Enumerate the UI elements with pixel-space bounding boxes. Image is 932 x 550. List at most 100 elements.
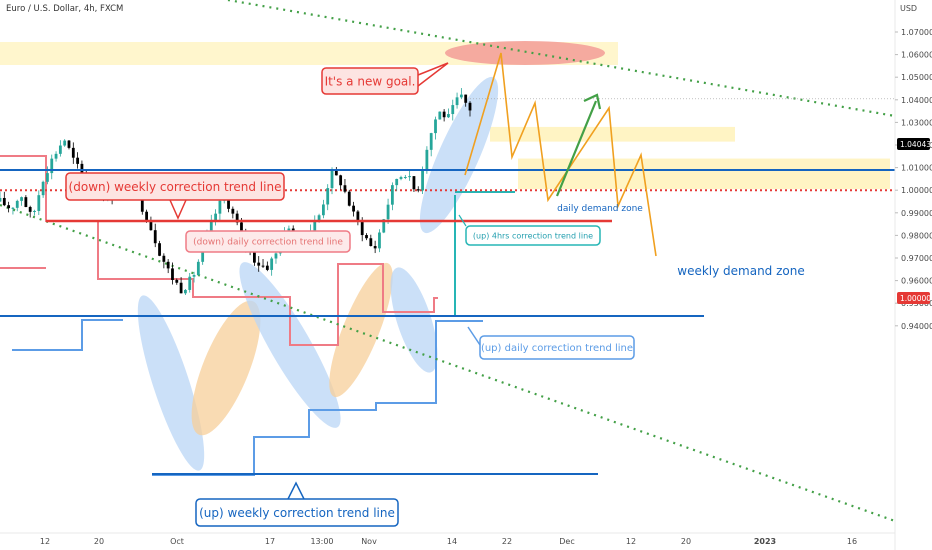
candle-body xyxy=(240,222,243,232)
candle-body xyxy=(214,213,217,221)
up-weekly-callout: (up) weekly correction trend line xyxy=(195,481,399,527)
up-daily-callout: (up) daily correction trend line xyxy=(467,326,635,360)
candle-body xyxy=(373,246,377,249)
candle-body xyxy=(76,157,80,164)
candle-body xyxy=(80,163,84,173)
candle-body xyxy=(63,140,67,146)
candle-body xyxy=(201,246,205,262)
weekly-demand-zone xyxy=(518,158,890,190)
candle-body xyxy=(416,189,420,191)
up-weekly-callout-text: (up) weekly correction trend line xyxy=(199,506,395,520)
candle-body xyxy=(408,176,412,178)
candle-body xyxy=(369,238,373,247)
up-4hrs-callout: (up) 4hrs correction trend line xyxy=(465,225,601,246)
level-price-tag xyxy=(897,292,930,304)
price-tick-label: 0.99000 xyxy=(901,209,932,218)
candle-body xyxy=(41,181,45,196)
current-price-value: 1.04043 xyxy=(900,140,931,149)
candle-body xyxy=(360,221,364,236)
candle-body xyxy=(54,153,58,159)
candle-body xyxy=(421,169,424,191)
up-daily-callout-box xyxy=(479,335,635,360)
down-daily-callout: (down) daily correction trend line xyxy=(185,230,351,253)
candle-body xyxy=(468,102,472,111)
candle-body xyxy=(33,210,36,212)
candle-body xyxy=(386,204,390,220)
price-tick-label: 1.04000 xyxy=(901,96,932,105)
dotted-trendlines-layer xyxy=(0,0,896,523)
time-tick-label: 12 xyxy=(40,537,50,546)
candle-body xyxy=(67,140,71,148)
projection-arrow-head xyxy=(583,93,602,110)
candle-body xyxy=(50,158,54,174)
down-weekly-callout-box xyxy=(65,172,285,201)
candle-body xyxy=(11,207,15,209)
candle-body xyxy=(37,195,41,211)
projection-arrow-shaft xyxy=(555,100,598,197)
candle-body xyxy=(287,228,291,231)
candle-body xyxy=(209,220,213,234)
candle-body xyxy=(188,276,192,290)
candle-body xyxy=(334,169,338,176)
correction-step-lines-layer xyxy=(0,155,515,476)
price-tick-label: 0.97000 xyxy=(901,254,932,263)
candle-body xyxy=(175,279,179,283)
bullish-swing-ellipse xyxy=(419,76,499,234)
candle-body xyxy=(390,185,394,205)
down-daily-callout-box xyxy=(185,230,351,253)
price-tick-label: 1.05000 xyxy=(901,73,932,82)
candle-body xyxy=(145,211,149,222)
current-price-tag xyxy=(897,138,930,150)
projection-layer xyxy=(464,52,657,257)
up-daily-callout-pointer xyxy=(467,326,481,346)
time-tick-label: 12 xyxy=(626,537,636,546)
up-weekly-callout-pointer xyxy=(287,481,305,500)
candle-body xyxy=(442,111,446,118)
candle-body xyxy=(343,185,347,192)
candle-body xyxy=(71,147,75,158)
candle-body xyxy=(7,205,11,209)
time-tick-label: 17 xyxy=(265,537,275,546)
candle-body xyxy=(158,243,161,256)
up-daily-correction-step-line xyxy=(12,319,123,351)
price-tick-label: 0.94000 xyxy=(901,322,932,331)
candle-body xyxy=(464,94,468,103)
candle-body xyxy=(321,204,325,216)
time-tick-label: 16 xyxy=(847,537,857,546)
candle-body xyxy=(459,94,463,98)
price-tick-label: 1.00000 xyxy=(901,186,932,195)
time-tick-label: 14 xyxy=(447,537,457,546)
price-tick-label: 1.07000 xyxy=(901,28,932,37)
candle-body xyxy=(455,97,459,106)
candle-body xyxy=(356,211,360,222)
candle-body xyxy=(235,213,239,223)
candle-body xyxy=(274,253,278,259)
level-price-value: 1.00000 xyxy=(900,294,931,303)
candle-body xyxy=(20,197,23,201)
time-tick-label: 13:00 xyxy=(310,537,333,546)
candle-body xyxy=(162,255,166,262)
candle-body xyxy=(395,178,399,186)
candle-body xyxy=(149,221,153,231)
goal-ellipse xyxy=(445,41,605,65)
time-tick-label: Nov xyxy=(361,537,377,546)
up-daily-correction-step-line xyxy=(152,320,483,476)
candle-body xyxy=(412,176,416,190)
price-tick-label: 0.96000 xyxy=(901,277,932,286)
candle-body xyxy=(253,250,256,263)
candle-body xyxy=(227,194,230,209)
candle-body xyxy=(425,149,429,170)
candle-body xyxy=(365,235,368,239)
candle-body xyxy=(46,173,49,182)
bearish-swing-ellipse xyxy=(191,300,261,436)
candle-body xyxy=(0,197,2,202)
chart-title: Euro / U.S. Dollar, 4h, FXCM xyxy=(6,4,123,14)
candle-body xyxy=(399,177,403,179)
candle-body xyxy=(179,282,183,294)
down-weekly-callout-text: (down) weekly correction trend line xyxy=(69,180,282,194)
time-tick-label: 22 xyxy=(502,537,512,546)
candle-body xyxy=(15,200,19,208)
candle-body xyxy=(330,169,334,189)
candle-body xyxy=(171,268,174,280)
